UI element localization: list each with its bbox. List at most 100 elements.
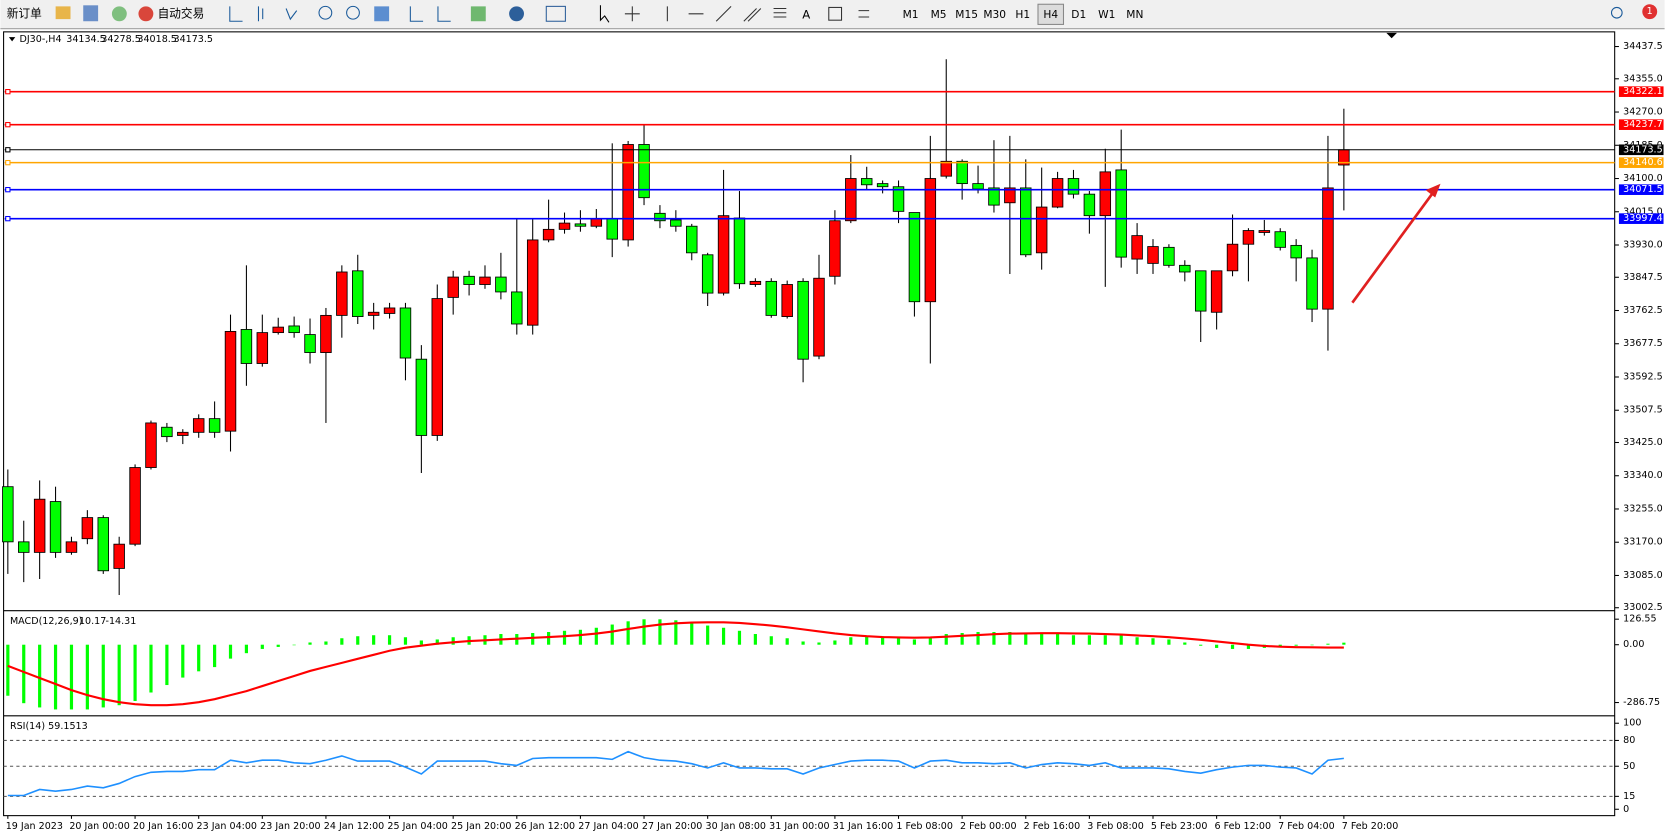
timeframe-button[interactable]: W1 — [1098, 8, 1115, 21]
notification-badge[interactable] — [1642, 4, 1658, 20]
candle-body — [495, 276, 507, 293]
cursor-icon[interactable] — [599, 5, 610, 23]
header-high: 34278.5 — [101, 34, 140, 45]
arrow-tool[interactable] — [858, 10, 870, 18]
candle-body — [256, 332, 269, 364]
candle-body — [1194, 270, 1207, 312]
zoom-out-icon[interactable] — [346, 5, 360, 20]
x-tick-label: 3 Feb 08:00 — [1087, 821, 1144, 832]
macd-bar — [737, 630, 742, 645]
candle-body — [1067, 178, 1080, 195]
macd-bar — [1103, 635, 1107, 645]
rsi-line — [7, 750, 1344, 797]
candle-body — [1210, 270, 1223, 313]
x-tick-label: 30 Jan 08:00 — [706, 821, 766, 832]
icon[interactable] — [111, 6, 127, 22]
macd-bar — [1230, 644, 1235, 649]
candle-body — [431, 298, 444, 436]
y-tick-label: 34100.0 — [1623, 173, 1662, 184]
candle-body — [1226, 243, 1239, 272]
timeframe-button[interactable]: D1 — [1071, 8, 1086, 21]
candle-body — [1099, 171, 1112, 217]
auto-trading-button[interactable]: 自动交易 — [158, 6, 205, 20]
icon[interactable] — [55, 6, 71, 20]
macd-bar — [244, 644, 249, 654]
scroll-icons[interactable] — [409, 6, 451, 22]
macd-bar — [419, 640, 423, 645]
timeframe-button[interactable]: H1 — [1015, 8, 1030, 21]
level-handle — [5, 147, 11, 153]
collapse-icon[interactable] — [8, 37, 16, 42]
zoom-in-icon[interactable] — [318, 5, 333, 20]
candle-body — [145, 422, 157, 468]
header-open: 34134.5 — [66, 34, 105, 45]
candle-body — [1131, 235, 1143, 260]
notification-count[interactable]: 1 — [1647, 6, 1653, 17]
macd-bar — [833, 640, 837, 645]
level-label: 34322.1 — [1623, 86, 1662, 97]
icon[interactable] — [83, 5, 99, 22]
macd-bar — [801, 641, 805, 645]
macd-bar — [753, 634, 757, 645]
macd-bar — [896, 637, 901, 645]
level-label-bg — [1618, 86, 1664, 97]
candle-body — [224, 331, 237, 432]
candle-body — [1274, 231, 1286, 248]
draw-icons[interactable] — [624, 5, 732, 22]
template-icon[interactable] — [545, 5, 566, 22]
candle-body — [590, 218, 603, 227]
macd-bar — [944, 634, 948, 645]
new-order-button[interactable]: 新订单 — [7, 6, 42, 20]
candle-body — [733, 217, 746, 285]
x-tick-label: 20 Jan 00:00 — [69, 821, 129, 832]
candle-body — [177, 431, 189, 436]
indicator-icon[interactable] — [470, 6, 486, 22]
annotation-arrowhead — [1425, 183, 1441, 198]
candle-body — [622, 144, 634, 241]
chart-type-icons[interactable] — [229, 6, 298, 22]
label-tool[interactable] — [828, 6, 843, 21]
y-tick-label: 33930.0 — [1623, 240, 1662, 251]
x-tick-label: 7 Feb 20:00 — [1342, 821, 1399, 832]
text-tool[interactable]: A — [802, 7, 810, 21]
level-label-bg — [1618, 144, 1664, 156]
candle-body — [415, 358, 428, 436]
search-icon[interactable] — [1610, 6, 1623, 19]
macd-bar — [1199, 644, 1203, 646]
candle-body — [192, 418, 205, 433]
macd-bar — [117, 644, 121, 706]
timeframe-button[interactable]: M1 — [903, 8, 919, 21]
candle-body — [1290, 244, 1302, 259]
candle-body — [670, 219, 682, 227]
timeframe-button[interactable]: M30 — [983, 8, 1006, 21]
level-label: 33997.4 — [1623, 213, 1662, 224]
y-tick-label: 100 — [1623, 718, 1641, 729]
timeframe-button[interactable]: M15 — [955, 8, 978, 21]
tile-icon[interactable] — [374, 6, 390, 22]
candle-body — [463, 275, 475, 285]
macd-bar — [1008, 632, 1012, 645]
x-tick-label: 27 Jan 20:00 — [642, 821, 702, 832]
timeframe-button[interactable]: MN — [1126, 8, 1143, 21]
macd-bar — [340, 638, 344, 645]
auto-trading-icon[interactable] — [138, 6, 154, 22]
timeframe-button[interactable]: M5 — [931, 8, 947, 21]
macd-bar — [213, 644, 217, 668]
macd-bar — [626, 621, 630, 645]
y-tick-label: 33170.0 — [1623, 537, 1662, 548]
macd-bar — [22, 644, 26, 704]
macd-bar — [133, 644, 137, 701]
period-icon[interactable] — [509, 6, 524, 22]
level-label: 34173.5 — [1623, 144, 1662, 155]
y-tick-label: 33085.0 — [1623, 570, 1662, 581]
macd-bar — [260, 644, 264, 649]
macd-main-value: 10.17 — [79, 616, 106, 627]
candle-body — [574, 223, 587, 227]
macd-bar — [960, 633, 964, 645]
draw-icons[interactable] — [743, 7, 787, 22]
macd-bar — [1326, 643, 1330, 645]
macd-bar — [690, 622, 694, 645]
y-tick-label: 33425.0 — [1623, 437, 1662, 448]
timeframe-button[interactable]: H4 — [1043, 8, 1058, 21]
